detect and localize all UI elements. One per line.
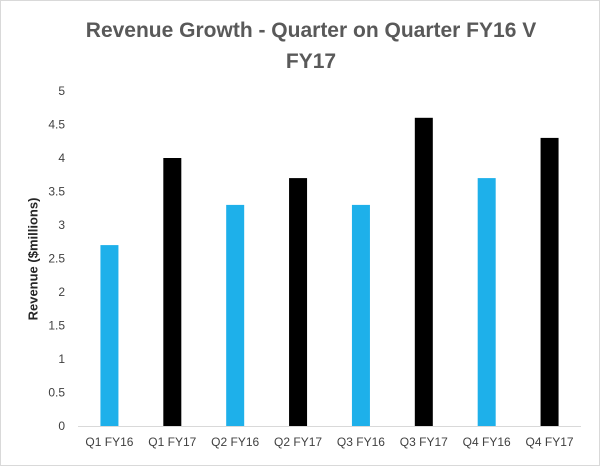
x-tick-label: Q3 FY17 xyxy=(400,435,448,449)
y-tick-label: 0 xyxy=(58,419,65,433)
chart-title-line-1: Revenue Growth - Quarter on Quarter FY16… xyxy=(85,19,537,42)
bar xyxy=(289,178,308,426)
y-tick-label: 4.5 xyxy=(48,118,65,132)
bar xyxy=(477,178,496,426)
y-tick-label: 5 xyxy=(58,84,65,98)
x-tick-label: Q1 FY17 xyxy=(148,435,196,449)
bar xyxy=(414,117,433,427)
y-tick-label: 0.5 xyxy=(48,386,65,400)
x-tick-label: Q2 FY16 xyxy=(211,435,259,449)
y-tick-label: 2 xyxy=(58,285,65,299)
x-tick-label: Q4 FY16 xyxy=(463,435,511,449)
x-tick-label: Q2 FY17 xyxy=(274,435,322,449)
bar xyxy=(163,158,182,426)
bar xyxy=(540,137,559,426)
y-tick-label: 3 xyxy=(58,218,65,232)
bar xyxy=(351,204,370,426)
x-tick-label: Q1 FY16 xyxy=(85,435,133,449)
y-tick-label: 4 xyxy=(58,151,65,165)
bar xyxy=(226,204,245,426)
y-tick-label: 1 xyxy=(58,352,65,366)
chart-title: Revenue Growth - Quarter on Quarter FY16… xyxy=(61,15,561,77)
y-tick-label: 3.5 xyxy=(48,185,65,199)
bar xyxy=(100,245,119,426)
y-tick-label: 2.5 xyxy=(48,252,65,266)
chart-title-line-2: FY17 xyxy=(285,50,337,73)
y-tick-label: 1.5 xyxy=(48,319,65,333)
x-tick-label: Q4 FY17 xyxy=(526,435,574,449)
x-tick-label: Q3 FY16 xyxy=(337,435,385,449)
